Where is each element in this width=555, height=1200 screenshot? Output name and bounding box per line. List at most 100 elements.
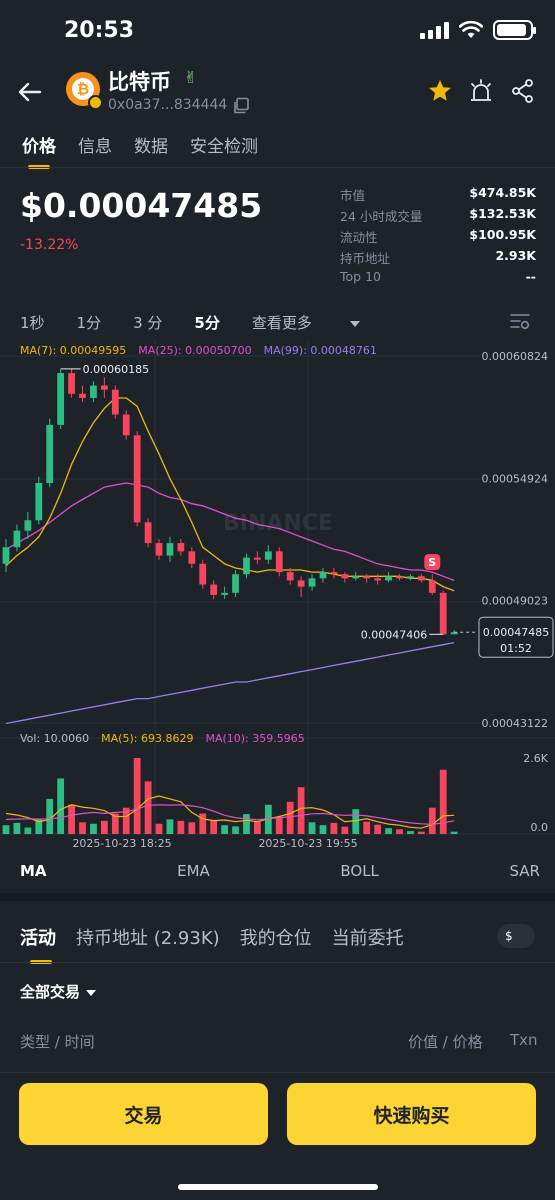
ma-legend: MA(7): 0.00049595 MA(25): 0.00050700 MA(… — [20, 344, 377, 357]
candle-body — [13, 530, 21, 548]
volume-bar — [330, 822, 338, 834]
countdown-label: 01:52 — [500, 642, 532, 655]
volume-bar — [352, 809, 360, 834]
candle-body — [155, 543, 163, 556]
stat-label: 流动性 — [340, 230, 378, 245]
contract-address[interactable]: 0x0a37...834444 — [108, 97, 228, 113]
candle-body — [24, 520, 32, 531]
interval-1m[interactable]: 1分 — [76, 314, 102, 332]
volume-bar — [188, 822, 196, 834]
volume-bar — [396, 829, 403, 834]
chevron-down-icon — [349, 320, 360, 327]
tab-open-orders[interactable]: 当前委托 — [331, 928, 404, 949]
current-price-label: 0.00047485 — [483, 626, 549, 639]
x-axis-label: 2025-10-23 18:25 — [72, 837, 171, 850]
candle-body — [308, 578, 316, 587]
candle-body — [68, 373, 75, 394]
interval-more[interactable]: 查看更多 — [252, 312, 360, 333]
chart-settings-icon[interactable] — [509, 311, 531, 331]
volume-bar — [297, 787, 305, 834]
volume-bar — [308, 822, 316, 834]
candle-body — [90, 385, 97, 398]
interval-more-label: 查看更多 — [251, 314, 312, 332]
candle-body — [46, 424, 54, 483]
battery-icon — [493, 20, 536, 40]
volume-bar — [24, 827, 32, 834]
indicator-boll[interactable]: BOLL — [340, 862, 379, 880]
trade-filter-dropdown[interactable]: 全部交易 — [20, 981, 97, 1002]
quick-buy-button[interactable]: 快速购买 — [287, 1083, 536, 1145]
ma7-label: MA(7): 0.00049595 — [20, 344, 127, 357]
tab-holders[interactable]: 持币地址 (2.93K) — [76, 928, 220, 949]
coin-logo: ₿ — [66, 72, 100, 106]
candle-body — [385, 576, 392, 581]
candle-body — [374, 578, 382, 581]
tab-info[interactable]: 信息 — [78, 137, 112, 157]
candle-body — [232, 574, 239, 593]
tab-activity[interactable]: 活动 — [20, 924, 56, 964]
back-arrow-icon[interactable] — [16, 78, 44, 106]
binance-watermark: BINANCE — [223, 511, 333, 536]
filter-label: 全部交易 — [20, 983, 81, 1001]
volume-bar — [363, 821, 371, 834]
chevron-down-icon — [86, 989, 97, 996]
vol-label: Vol: 10.0060 — [20, 732, 90, 745]
activity-tabs: 活动 持币地址 (2.93K) 我的仓位 当前委托 — [20, 924, 404, 964]
indicator-ema[interactable]: EMA — [177, 862, 210, 880]
stat-label: 市值 — [340, 188, 366, 203]
volume-bar — [407, 831, 414, 834]
candle-body — [352, 576, 360, 579]
sell-marker — [424, 554, 441, 571]
interval-3m[interactable]: 3 分 — [133, 314, 163, 332]
stat-value: $100.95K — [469, 227, 536, 242]
y-axis-label: 0.00049023 — [482, 595, 548, 608]
copy-icon[interactable] — [232, 97, 250, 115]
currency-toggle[interactable]: $ — [497, 924, 535, 948]
volume-legend: Vol: 10.0060 MA(5): 693.8629 MA(10): 359… — [20, 732, 305, 745]
chart-grid — [0, 340, 555, 840]
stat-holders: 持币地址 2.93K — [340, 248, 536, 269]
indicator-ma[interactable]: MA — [20, 862, 47, 880]
home-indicator — [178, 1184, 378, 1190]
wifi-icon — [459, 21, 483, 38]
alert-icon[interactable] — [468, 78, 494, 104]
volume-bar — [374, 824, 382, 834]
signal-icon — [420, 21, 449, 39]
tab-data[interactable]: 数据 — [134, 137, 168, 157]
interval-1s[interactable]: 1秒 — [20, 314, 45, 332]
volume-bar — [199, 813, 207, 834]
volume-bar — [439, 769, 447, 834]
volume-bar — [428, 807, 436, 834]
tab-my-position[interactable]: 我的仓位 — [239, 928, 312, 949]
candle-body — [275, 551, 283, 573]
volume-bar — [155, 823, 163, 834]
star-icon[interactable] — [427, 78, 453, 104]
candle-body — [166, 543, 174, 556]
share-icon[interactable] — [510, 78, 536, 104]
price-chart[interactable]: BINANCE 0.000608240.000549240.000490230.… — [0, 340, 555, 855]
candle-body — [297, 580, 305, 587]
volume-bar — [286, 801, 294, 834]
chain-badge-icon — [88, 95, 103, 110]
volume-bars — [2, 758, 458, 834]
trade-button[interactable]: 交易 — [19, 1083, 268, 1145]
candle-body — [133, 435, 141, 523]
high-price-label: 0.00060185 — [83, 363, 149, 376]
volume-bar — [133, 758, 141, 834]
bitcoin-icon: ₿ — [72, 78, 94, 100]
tab-security[interactable]: 安全检测 — [190, 137, 258, 157]
candle-body — [330, 572, 338, 575]
ma99-polyline — [5, 641, 455, 725]
token-title: 比特币 — [108, 70, 171, 94]
interval-5m[interactable]: 5分 — [194, 314, 220, 332]
indicator-sar[interactable]: SAR — [509, 862, 540, 880]
candle-body — [221, 592, 228, 595]
main-tabs: 价格 信息 数据 安全检测 — [22, 132, 258, 169]
stats-table: 市值 $474.85K 24 小时成交量 $132.53K 流动性 $100.95K … — [340, 185, 536, 290]
tab-price[interactable]: 价格 — [22, 132, 56, 169]
vol-axis-label: 2.6K — [523, 752, 548, 765]
candle-body — [319, 572, 327, 579]
volume-bar — [2, 825, 10, 834]
low-price-label: 0.00047406 — [361, 628, 427, 641]
volume-bar — [254, 821, 261, 834]
